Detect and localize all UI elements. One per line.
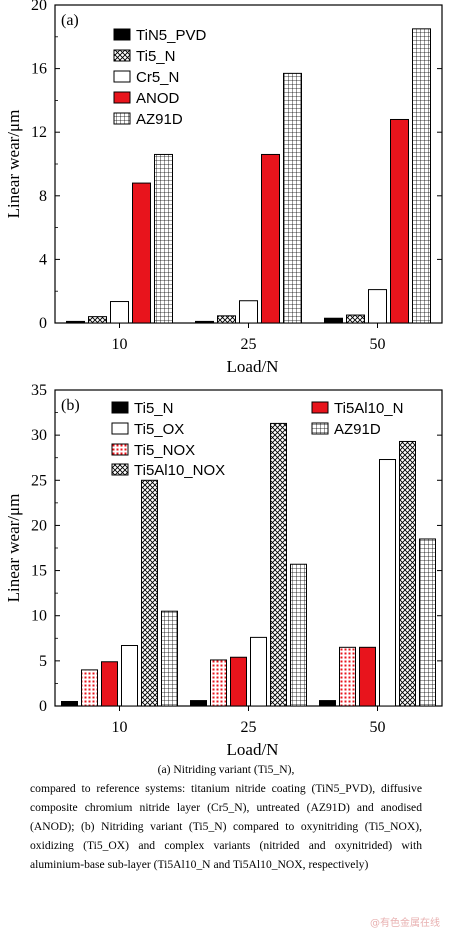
panel-b-bar-ti5-ox-50 (379, 459, 396, 707)
panel-b-bar-ti5-n-25 (190, 700, 207, 707)
panel-a-y-axis-label: Linear wear/μm (4, 110, 23, 219)
panel-a-bar-cr5-n-25 (239, 300, 258, 324)
panel-b-bar-ti5-nox-50 (339, 646, 356, 707)
panel-a-bar-ti5-n-25 (217, 315, 236, 324)
panel-a-axes-frame (54, 4, 443, 324)
panel-b-legend-label-ti5-nox: Ti5_NOX (134, 442, 195, 459)
panel-a-legend-label-az91d: AZ91D (136, 111, 183, 128)
panel-b-y-tick-label: 10 (31, 608, 47, 625)
panel-a-legend-swatch-tin5-pvd (113, 28, 131, 41)
figure-caption: (a) Nitriding variant (Ti5_N), compared … (30, 760, 422, 874)
panel-b-legend-label-ti5al10-nox: Ti5Al10_NOX (134, 462, 225, 479)
caption-line-1: (a) Nitriding variant (Ti5_N), (157, 763, 295, 776)
watermark: @有色金属在线 (370, 918, 440, 929)
panel-b-legend-swatch-ti5al10-n (311, 401, 329, 414)
panel-a-legend-swatch-anod (113, 91, 131, 104)
panel-b-legend-label-ti5-n: Ti5_N (134, 400, 173, 417)
panel-a-label: (a) (61, 12, 79, 29)
panel-a-bar-ti5-n-10 (88, 316, 107, 324)
panel-a-bar-az91d-50 (412, 28, 431, 324)
panel-a-x-tick-label: 25 (241, 336, 257, 353)
panel-a-legend-label-ti5-n: Ti5_N (136, 48, 175, 65)
panel-a-y-tick-label: 8 (39, 188, 47, 205)
panel-a-y-tick-label: 16 (31, 61, 47, 78)
panel-a-bar-tin5-pvd-25 (195, 320, 214, 324)
panel-a-legend-swatch-az91d (113, 112, 131, 125)
panel-b-legend-label-ti5-ox: Ti5_OX (134, 421, 184, 438)
panel-a-x-axis-label: Load/N (227, 357, 279, 376)
panel-b-legend-swatch-az91d (311, 422, 329, 435)
panel-a-legend-label-tin5-pvd: TiN5_PVD (136, 27, 206, 44)
panel-b-legend-swatch-ti5-nox (111, 443, 129, 456)
panel-a-legend-swatch-cr5-n (113, 70, 131, 83)
panel-b-x-tick-label: 50 (370, 719, 386, 736)
panel-b-y-tick-label: 25 (31, 472, 47, 489)
panel-a-legend-label-cr5-n: Cr5_N (136, 69, 179, 86)
panel-a-bar-az91d-10 (154, 153, 173, 324)
panel-a-bar-anod-25 (261, 153, 280, 324)
panel-b-bar-ti5al10-nox-25 (270, 422, 287, 707)
panel-b-y-tick-label: 30 (31, 427, 47, 444)
panel-a-y-tick-label: 12 (31, 124, 47, 141)
panel-b-bar-ti5al10-nox-50 (399, 440, 416, 707)
panel-b-x-axis-label: Load/N (227, 740, 279, 759)
panel-b-label: (b) (61, 397, 80, 414)
panel-b-y-tick-label: 35 (31, 382, 47, 399)
panel-a-y-tick-label: 4 (39, 251, 47, 268)
panel-a-legend-swatch-ti5-n (113, 49, 131, 62)
panel-b-bar-ti5al10-nox-10 (141, 479, 158, 707)
panel-b-bar-az91d-50 (419, 538, 436, 707)
panel-a-bar-anod-10 (132, 182, 151, 324)
panel-b-bar-ti5-nox-25 (210, 659, 227, 707)
chart-panel-a: 0 4 8 12 16 20 10 25 50 Load/N Linear wear/μm (a) Ti… (4, 0, 443, 376)
panel-b-bar-ti5al10-n-10 (101, 661, 118, 707)
panel-b-bar-az91d-10 (161, 610, 178, 707)
panel-b-bar-ti5al10-n-50 (359, 646, 376, 707)
panel-b-y-tick-label: 0 (39, 698, 47, 715)
panel-b-bar-ti5-n-10 (61, 700, 78, 707)
panel-a-bar-cr5-n-10 (110, 301, 129, 324)
panel-a-bar-ti5-n-50 (346, 314, 365, 324)
panel-b-y-axis-label: Linear wear/μm (4, 494, 23, 603)
panel-a-bar-cr5-n-50 (368, 289, 387, 324)
panel-a-legend-label-anod: ANOD (136, 90, 180, 107)
panel-b-x-tick-label: 10 (112, 719, 128, 736)
panel-a-bar-tin5-pvd-50 (324, 317, 343, 324)
panel-b-bar-ti5-ox-25 (250, 636, 267, 707)
panel-b-bar-ti5-ox-10 (121, 645, 138, 707)
panel-a-y-tick-label: 20 (31, 0, 47, 14)
panel-b-legend-label-ti5al10-n: Ti5Al10_N (334, 400, 403, 417)
panel-a-y-tick-label: 0 (39, 315, 47, 332)
panel-a-bar-tin5-pvd-10 (66, 320, 85, 324)
panel-b-bar-az91d-25 (290, 563, 307, 707)
panel-b-bar-ti5al10-n-25 (230, 656, 247, 707)
panel-b-legend-swatch-ti5al10-nox (111, 463, 129, 476)
panel-b-legend-swatch-ti5-n (111, 401, 129, 414)
caption-body: compared to reference systems: titanium … (30, 782, 422, 871)
panel-a-x-tick-label: 50 (370, 336, 386, 353)
panel-a-x-tick-label: 10 (112, 336, 128, 353)
chart-panel-b: 0 5 10 15 20 25 30 35 10 25 50 Load/N Linear wear/μm… (4, 382, 443, 759)
panel-a-bar-anod-50 (390, 118, 409, 324)
panel-b-bar-ti5-n-50 (319, 700, 336, 707)
panel-b-bar-ti5-nox-10 (81, 669, 98, 707)
panel-b-legend-label-az91d: AZ91D (334, 421, 381, 438)
panel-b-y-tick-label: 20 (31, 517, 47, 534)
panel-b-x-tick-label: 25 (241, 719, 257, 736)
panel-a-bar-az91d-25 (283, 72, 302, 324)
panel-b-y-tick-label: 15 (31, 563, 47, 580)
panel-b-y-tick-label: 5 (39, 653, 47, 670)
panel-b-legend-swatch-ti5-ox (111, 422, 129, 435)
